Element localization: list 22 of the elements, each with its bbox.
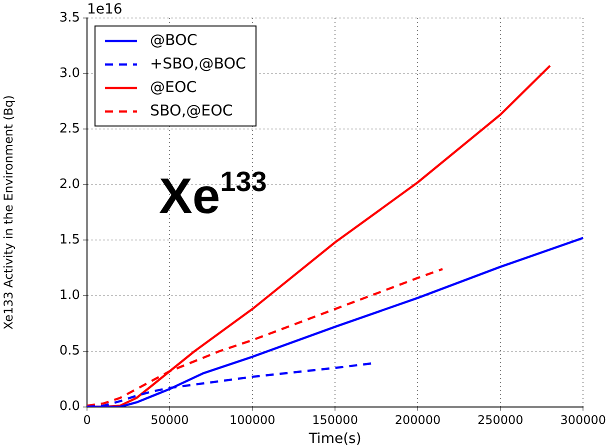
x-tick-label: 200000 <box>394 413 441 428</box>
y-axis-title: Xe133 Activity in the Environment (Bq) <box>1 95 16 330</box>
x-tick-label: 300000 <box>560 413 606 428</box>
y-tick-label: 3.5 <box>59 10 80 26</box>
x-tick-label: 100000 <box>229 413 276 428</box>
y-tick-label: 1.5 <box>59 232 80 248</box>
x-tick-label: 50000 <box>150 413 189 428</box>
x-tick-label: 250000 <box>478 413 524 428</box>
y-tick-label: 2.0 <box>59 177 80 192</box>
y-tick-label: 0.5 <box>59 344 80 359</box>
legend-label: @EOC <box>150 78 197 96</box>
x-tick-label: 0 <box>83 413 91 428</box>
legend-label: @BOC <box>150 30 198 49</box>
x-axis-title: Time(s) <box>308 431 362 448</box>
text: 1e16 <box>87 2 122 18</box>
y-tick-label: 0.0 <box>59 399 80 414</box>
legend-label: +SBO,@BOC <box>150 54 246 72</box>
y-tick-label: 3.0 <box>59 66 80 81</box>
legend-label: SBO,@EOC <box>150 101 233 120</box>
x-tick-label: 150000 <box>312 413 358 428</box>
y-tick-label: 1.0 <box>59 288 80 304</box>
y-tick-label: 2.5 <box>59 121 80 136</box>
